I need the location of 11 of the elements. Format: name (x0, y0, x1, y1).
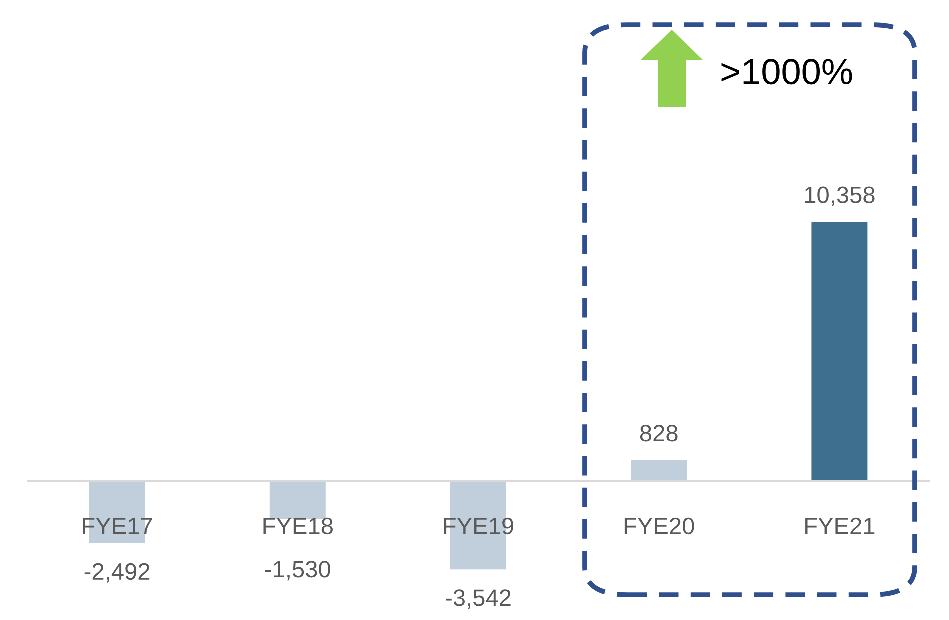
data-label: -2,492 (84, 563, 150, 583)
data-label: -3,542 (446, 590, 511, 610)
text: >1000% (722, 59, 852, 85)
x-tick-label: FYE19 (444, 518, 514, 535)
data-label: 828 (640, 425, 678, 442)
x-tick-label: FYE20 (624, 518, 694, 535)
data-label: -1,530 (265, 561, 330, 581)
x-tick-label: FYE21 (806, 518, 875, 534)
x-tick-label: FYE18 (264, 518, 333, 535)
data-label: 10,358 (805, 186, 875, 206)
x-tick-label: FYE17 (83, 518, 152, 534)
